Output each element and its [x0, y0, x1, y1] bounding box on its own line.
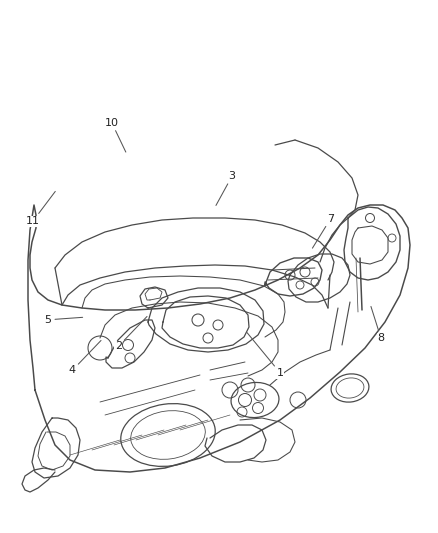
Text: 3: 3: [216, 171, 236, 205]
Text: 11: 11: [26, 191, 55, 226]
Text: 8: 8: [371, 306, 385, 343]
Text: 5: 5: [45, 315, 83, 325]
Text: 7: 7: [312, 214, 334, 248]
Text: 10: 10: [105, 118, 126, 152]
Text: 4: 4: [69, 341, 101, 375]
Text: 1: 1: [247, 333, 284, 378]
Text: 2: 2: [115, 317, 147, 351]
